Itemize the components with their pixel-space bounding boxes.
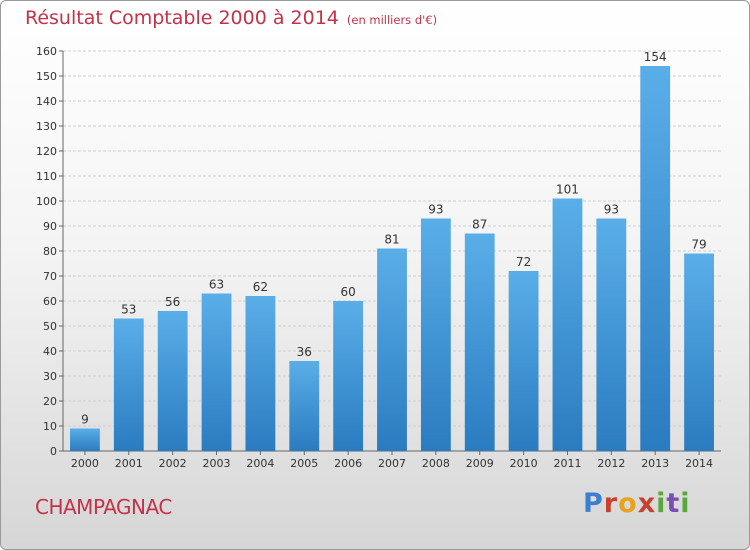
data-label-2012: 93 — [604, 203, 619, 217]
chart-title: Résultat Comptable 2000 à 2014 (en millie… — [25, 7, 437, 29]
x-tick-label: 2006 — [334, 457, 362, 470]
bars — [70, 66, 714, 451]
bar-2002 — [157, 311, 188, 451]
x-tick-label: 2003 — [203, 457, 231, 470]
x-tick-label: 2012 — [597, 457, 625, 470]
x-tick-label: 2009 — [466, 457, 494, 470]
y-tick-label: 20 — [43, 395, 57, 408]
x-tick-label: 2011 — [553, 457, 581, 470]
data-label-2008: 93 — [428, 203, 443, 217]
data-label-2014: 79 — [691, 238, 706, 252]
bar-2000 — [70, 428, 100, 451]
y-tick-labels: 0 10 20 30 40 50 60 70 80 90 100 110 120 130 140 150 160 — [36, 45, 57, 458]
bar-2001 — [113, 318, 144, 451]
y-tick-label: 70 — [43, 270, 57, 283]
chart-title-text: Résultat Comptable 2000 à 2014 — [25, 7, 339, 29]
y-tick-label: 100 — [36, 195, 57, 208]
bar-2005 — [289, 361, 320, 451]
y-tick-label: 140 — [36, 95, 57, 108]
x-tick-label: 2010 — [510, 457, 538, 470]
bar-2006 — [333, 301, 364, 451]
data-label-2013: 154 — [644, 50, 667, 64]
bar-2012 — [596, 218, 627, 451]
data-label-2004: 62 — [253, 280, 268, 294]
data-label-2005: 36 — [297, 345, 312, 359]
proxiti-logo: Proxiti — [583, 488, 691, 519]
y-tick-label: 0 — [50, 445, 57, 458]
data-label-2009: 87 — [472, 218, 487, 232]
y-tick-label: 120 — [36, 145, 57, 158]
town-name: CHAMPAGNAC — [35, 495, 172, 519]
bar-2004 — [245, 296, 276, 451]
data-label-2011: 101 — [556, 183, 579, 197]
data-label-2001: 53 — [121, 303, 136, 317]
bar-2009 — [464, 233, 495, 451]
x-tick-label: 2013 — [641, 457, 669, 470]
bar-2013 — [640, 66, 671, 451]
data-label-2010: 72 — [516, 255, 531, 269]
y-tick-label: 40 — [43, 345, 57, 358]
data-labels: 9 53 56 63 62 36 60 81 93 87 72 101 93 154 79 — [81, 50, 707, 427]
data-label-2002: 56 — [165, 295, 180, 309]
y-tick-label: 60 — [43, 295, 57, 308]
y-tick-label: 10 — [43, 420, 57, 433]
y-tick-label: 80 — [43, 245, 57, 258]
bar-2007 — [377, 248, 407, 451]
data-label-2006: 60 — [340, 285, 355, 299]
y-tick-label: 30 — [43, 370, 57, 383]
bar-2010 — [508, 271, 539, 451]
x-tick-label: 2008 — [422, 457, 450, 470]
bar-2003 — [201, 293, 232, 451]
bar-2014 — [684, 253, 714, 451]
y-tick-label: 50 — [43, 320, 57, 333]
bar-2011 — [552, 198, 583, 451]
x-tick-label: 2007 — [378, 457, 406, 470]
y-tick-label: 110 — [36, 170, 57, 183]
data-label-2003: 63 — [209, 278, 224, 292]
data-label-2007: 81 — [384, 233, 399, 247]
x-tick-label: 2004 — [246, 457, 274, 470]
bar-2008 — [420, 218, 451, 451]
y-tick-label: 90 — [43, 220, 57, 233]
chart-subtitle: (en milliers d'€) — [346, 13, 438, 27]
x-tick-labels: 2000 2001 2002 2003 2004 2005 2006 2007 2008 2009… — [71, 457, 713, 470]
x-tick-label: 2000 — [71, 457, 99, 470]
x-tick-label: 2001 — [115, 457, 143, 470]
y-tick-label: 130 — [36, 120, 57, 133]
data-label-2000: 9 — [81, 413, 89, 427]
x-tick-label: 2014 — [685, 457, 713, 470]
y-tick-label: 160 — [36, 45, 57, 58]
x-tick-label: 2005 — [290, 457, 318, 470]
x-tick-label: 2002 — [159, 457, 187, 470]
y-tick-label: 150 — [36, 70, 57, 83]
